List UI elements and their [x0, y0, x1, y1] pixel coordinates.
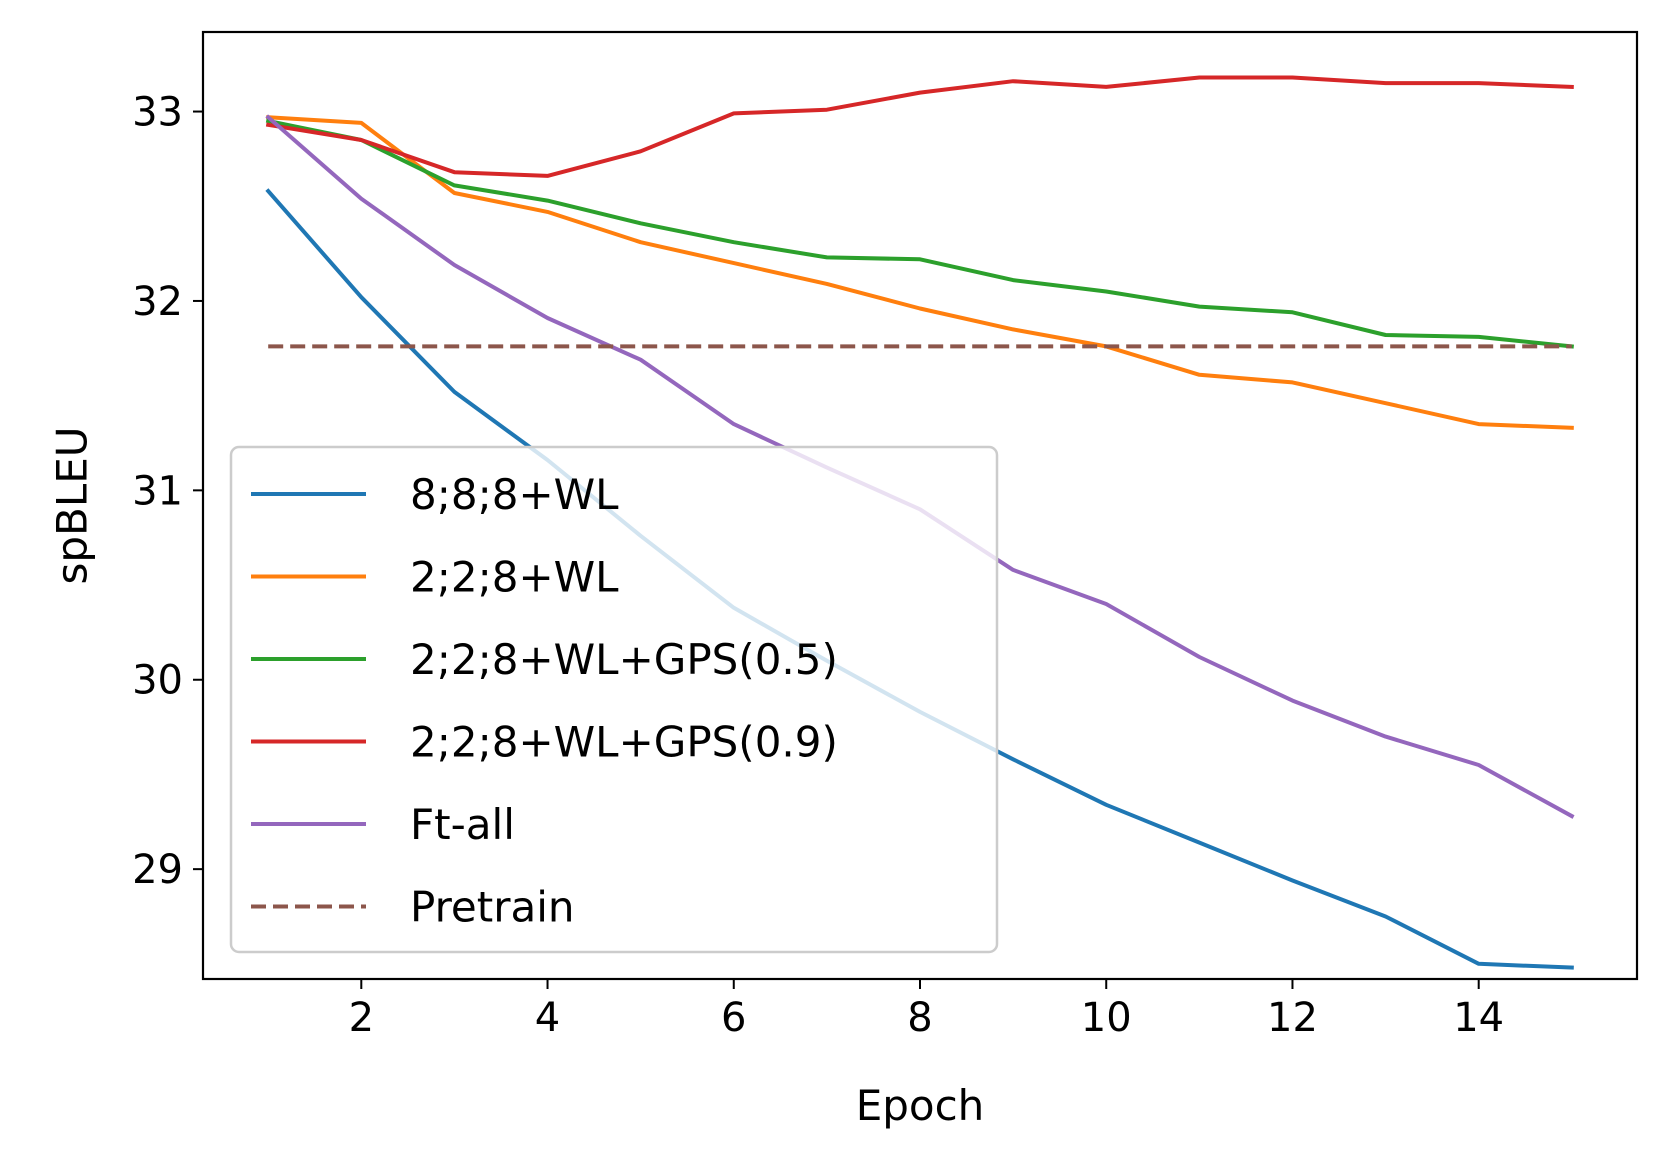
- y-tick-label: 33: [132, 90, 183, 136]
- legend-label: 2;2;8+WL+GPS(0.5): [410, 635, 838, 684]
- series-line-2: [265, 118, 1574, 349]
- legend-label: 2;2;8+WL: [410, 553, 619, 602]
- legend-label: Pretrain: [410, 883, 575, 932]
- legend-box: [229, 445, 999, 954]
- x-tick-label: 14: [1453, 995, 1504, 1041]
- y-tick-label: 30: [132, 658, 183, 704]
- x-tick-label: 8: [907, 995, 932, 1041]
- x-tick-label: 6: [721, 995, 746, 1041]
- x-tick-label: 12: [1267, 995, 1318, 1041]
- legend-label: 2;2;8+WL+GPS(0.9): [410, 718, 838, 767]
- legend-items: 8;8;8+WL 2;2;8+WL 2;2;8+WL+GPS(0.5) 2;2;8+W…: [251, 470, 838, 932]
- legend: 8;8;8+WL 2;2;8+WL 2;2;8+WL+GPS(0.5) 2;2;8+W…: [229, 445, 999, 954]
- x-tick-label: 10: [1081, 995, 1132, 1041]
- y-tick-label: 31: [132, 468, 183, 514]
- y-tick-label: 29: [132, 847, 183, 893]
- x-axis-label: Epoch: [856, 1081, 985, 1130]
- x-tick-label: 4: [535, 995, 560, 1041]
- x-tick-label: 2: [349, 995, 374, 1041]
- y-axis-label: spBLEU: [48, 426, 97, 584]
- series-line-3: [265, 75, 1574, 178]
- series-line-1: [266, 115, 1574, 430]
- ticks-layer: 2 4 6 8 10 12 14 29 30 31 32 33: [132, 90, 1504, 1041]
- legend-label: 8;8;8+WL: [410, 470, 619, 519]
- y-tick-label: 32: [132, 279, 183, 325]
- legend-label: Ft-all: [410, 800, 515, 849]
